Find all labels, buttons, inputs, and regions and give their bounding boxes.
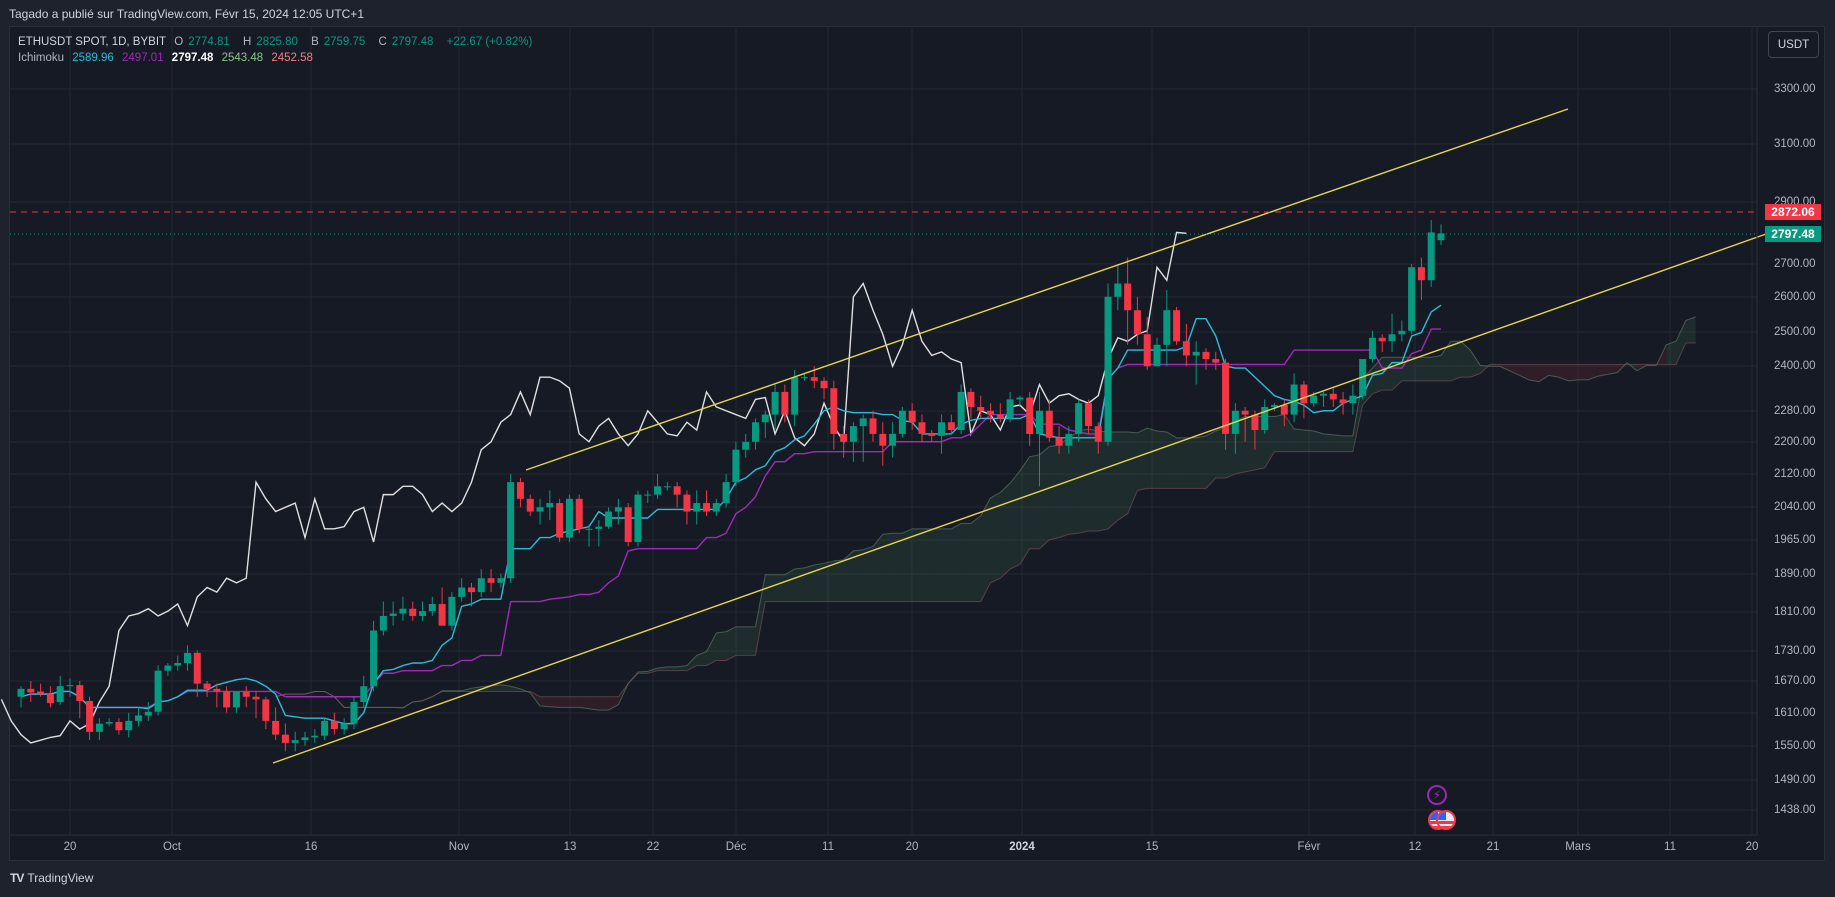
high-label: H — [242, 36, 252, 48]
time-tick-label: 11 — [1664, 841, 1676, 853]
time-tick-label: Févr — [1297, 841, 1321, 853]
price-tick-label: 1490.00 — [1774, 774, 1816, 786]
low-label: B — [311, 36, 319, 48]
indicator-value-tenkan: 2589.96 — [72, 52, 114, 64]
chart-frame[interactable] — [9, 26, 1825, 861]
time-tick-label: 20 — [905, 841, 919, 853]
time-tick-label: 22 — [646, 841, 660, 853]
indicator-value-chikou: 2797.48 — [171, 52, 214, 64]
tradingview-logo-icon: TV — [10, 871, 24, 885]
time-tick-label: Déc — [725, 841, 747, 853]
price-tick-label: 2500.00 — [1774, 326, 1816, 338]
chart-legend: ETHUSDT SPOT, 1D, BYBIT O 2774.81 H 2825.8… — [18, 34, 537, 66]
time-tick-label: 2024 — [1009, 841, 1035, 853]
price-tick-label: 2200.00 — [1774, 436, 1816, 448]
published-line: Tagado a publié sur TradingView.com, Fév… — [9, 7, 364, 21]
indicator-value-senkou-b: 2452.58 — [271, 52, 313, 64]
price-tick-label: 1550.00 — [1774, 740, 1816, 752]
time-tick-label: 20 — [63, 841, 77, 853]
time-tick-label: Oct — [163, 841, 181, 853]
indicator-row: Ichimoku 2589.96 2497.01 2797.48 2543.48… — [18, 50, 537, 66]
low-value: 2759.75 — [323, 36, 366, 48]
time-tick-label: Mars — [1565, 841, 1591, 853]
time-tick-label: 16 — [304, 841, 318, 853]
price-tick-label: 2040.00 — [1774, 501, 1816, 513]
price-tick-label: 1610.00 — [1774, 707, 1816, 719]
price-tick-label: 2400.00 — [1774, 360, 1816, 372]
close-value: 2797.48 — [391, 36, 434, 48]
indicator-name[interactable]: Ichimoku — [18, 52, 65, 64]
price-tick-label: 1438.00 — [1774, 804, 1816, 816]
high-value: 2825.80 — [256, 36, 298, 48]
tradingview-branding: TV TradingView — [10, 871, 93, 885]
change-value: +22.67 (+0.82%) — [446, 36, 533, 48]
price-tick-label: 1670.00 — [1774, 675, 1816, 687]
price-tick-label: 2600.00 — [1774, 291, 1816, 303]
price-tick-label: 3300.00 — [1774, 83, 1816, 95]
open-label: O — [174, 36, 184, 48]
price-tick-label: 1810.00 — [1774, 606, 1816, 618]
time-tick-label: 15 — [1145, 841, 1159, 853]
last-price-tag: 2797.48 — [1765, 226, 1821, 242]
price-tick-label: 1730.00 — [1774, 645, 1816, 657]
indicator-value-senkou-a: 2543.48 — [221, 52, 264, 64]
alert-price-tag: 2872.06 — [1765, 204, 1821, 220]
symbol-label[interactable]: ETHUSDT SPOT, 1D, BYBIT — [18, 36, 167, 48]
ohlc-row: ETHUSDT SPOT, 1D, BYBIT O 2774.81 H 2825.8… — [18, 34, 537, 50]
time-tick-label: 12 — [1408, 841, 1422, 853]
close-label: C — [378, 36, 387, 48]
time-tick-label: 11 — [822, 841, 834, 853]
time-tick-label: 21 — [1486, 841, 1500, 853]
price-tick-label: 2120.00 — [1774, 468, 1816, 480]
currency-button[interactable]: USDT — [1768, 31, 1819, 58]
us-flag-event-icon-2[interactable] — [1436, 810, 1456, 830]
time-tick-label: 13 — [563, 841, 577, 853]
price-tick-label: 3100.00 — [1774, 138, 1816, 150]
lightning-event-icon[interactable]: ⚡ — [1427, 785, 1447, 805]
time-tick-label: Nov — [448, 841, 470, 853]
brand-name: TradingView — [27, 871, 94, 885]
price-tick-label: 2700.00 — [1774, 258, 1816, 270]
open-value: 2774.81 — [188, 36, 230, 48]
indicator-value-kijun: 2497.01 — [122, 52, 164, 64]
price-tick-label: 2280.00 — [1774, 405, 1816, 417]
price-tick-label: 1890.00 — [1774, 568, 1816, 580]
time-tick-label: 20 — [1745, 841, 1759, 853]
price-tick-label: 1965.00 — [1774, 534, 1816, 546]
